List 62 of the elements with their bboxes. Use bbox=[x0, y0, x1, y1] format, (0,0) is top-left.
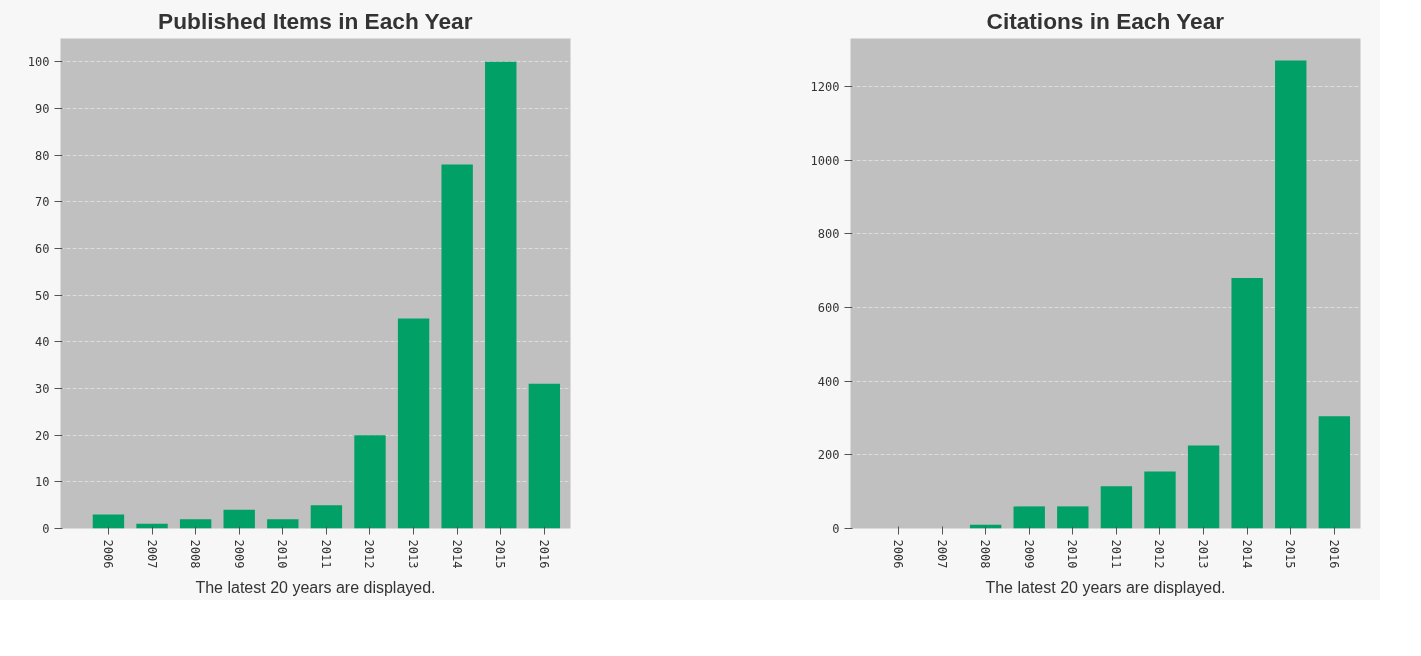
bar bbox=[179, 519, 212, 529]
y-tick-label: 0 bbox=[42, 522, 50, 536]
bar bbox=[1318, 416, 1351, 529]
x-tick-label: 2006 bbox=[100, 539, 115, 569]
x-tick-label: 2013 bbox=[1196, 539, 1211, 569]
y-tick-label: 100 bbox=[27, 55, 50, 70]
bar bbox=[1013, 506, 1045, 529]
y-tick-label: 800 bbox=[817, 227, 840, 242]
bar bbox=[1187, 445, 1220, 529]
bar bbox=[1100, 486, 1133, 529]
x-tick-label: 2009 bbox=[231, 539, 246, 569]
x-tick-label: 2012 bbox=[1152, 539, 1167, 569]
bar bbox=[223, 509, 255, 529]
chart-title: Published Items in Each Year bbox=[158, 7, 473, 34]
x-tick-label: 2016 bbox=[1326, 539, 1341, 569]
y-tick-label: 60 bbox=[35, 242, 50, 256]
x-tick-label: 2014 bbox=[1239, 539, 1254, 569]
y-tick-label: 0 bbox=[832, 522, 840, 536]
y-tick-label: 200 bbox=[817, 448, 840, 463]
y-tick-label: 20 bbox=[35, 428, 50, 443]
x-tick-label: 2011 bbox=[1108, 539, 1123, 569]
y-tick-label: 10 bbox=[35, 475, 50, 490]
x-tick-label: 2013 bbox=[406, 539, 421, 569]
y-tick-label: 600 bbox=[817, 300, 840, 315]
x-tick-label: 2012 bbox=[362, 539, 377, 569]
bar bbox=[441, 164, 473, 529]
bar bbox=[354, 435, 386, 529]
x-tick-label: 2016 bbox=[536, 539, 551, 569]
bar bbox=[528, 383, 561, 529]
text: The latest 20 years are displayed. bbox=[195, 578, 436, 596]
text: The latest 20 years are displayed. bbox=[985, 578, 1226, 596]
bar bbox=[1144, 471, 1176, 529]
bar bbox=[1275, 60, 1307, 529]
y-tick-label: 90 bbox=[35, 102, 50, 116]
bar bbox=[267, 519, 299, 529]
y-tick-label: 80 bbox=[35, 148, 50, 163]
x-tick-label: 2007 bbox=[934, 539, 949, 569]
x-tick-label: 2010 bbox=[275, 539, 290, 569]
bar bbox=[397, 318, 430, 529]
x-tick-label: 2014 bbox=[449, 539, 464, 569]
y-tick-label: 40 bbox=[35, 335, 50, 350]
y-tick-label: 50 bbox=[35, 288, 50, 303]
y-tick-label: 1000 bbox=[810, 153, 840, 168]
x-tick-label: 2007 bbox=[144, 539, 159, 569]
y-tick-label: 30 bbox=[35, 382, 50, 396]
x-tick-label: 2009 bbox=[1021, 539, 1036, 569]
bar bbox=[310, 505, 343, 529]
bar bbox=[92, 514, 125, 529]
x-tick-label: 2015 bbox=[493, 539, 508, 569]
chart-title: Citations in Each Year bbox=[986, 7, 1225, 34]
y-tick-label: 400 bbox=[817, 374, 840, 389]
bar bbox=[485, 61, 517, 529]
x-tick-label: 2015 bbox=[1283, 539, 1298, 569]
x-tick-label: 2008 bbox=[978, 539, 993, 569]
y-tick-label: 70 bbox=[35, 195, 50, 210]
x-tick-label: 2006 bbox=[890, 539, 905, 569]
bar bbox=[1057, 506, 1089, 529]
x-tick-label: 2010 bbox=[1065, 539, 1080, 569]
bar bbox=[1231, 277, 1263, 529]
x-tick-label: 2008 bbox=[188, 539, 203, 569]
y-tick-label: 1200 bbox=[810, 79, 840, 94]
x-tick-label: 2011 bbox=[318, 539, 333, 569]
